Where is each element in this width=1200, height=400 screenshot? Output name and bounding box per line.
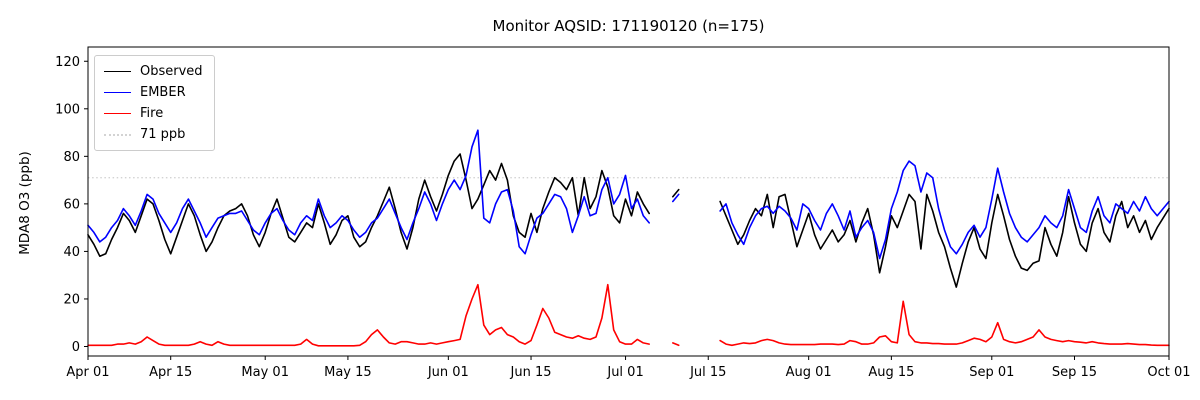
legend-item-observed: Observed — [104, 64, 203, 79]
x-tick-label: Sep 01 — [969, 365, 1014, 380]
observed-line-swatch — [104, 71, 131, 72]
x-tick-label: Sep 15 — [1052, 365, 1097, 380]
ember-line-swatch — [104, 92, 131, 93]
legend-item-ember: EMBER — [104, 85, 203, 100]
y-tick-label: 80 — [63, 150, 80, 165]
x-tick-label: Jul 15 — [689, 365, 726, 380]
x-tick-label: May 01 — [241, 365, 289, 380]
series-ember-line — [87, 129, 1170, 260]
plot-border — [87, 46, 1170, 357]
y-tick-label: 20 — [63, 292, 80, 307]
fire-line-swatch — [104, 113, 131, 114]
x-tick-label: Aug 01 — [786, 365, 832, 380]
x-tick-label: Apr 01 — [66, 365, 109, 380]
series-fire-line — [87, 283, 1170, 347]
y-tick-label: 100 — [55, 102, 80, 117]
legend-label: 71 ppb — [140, 127, 186, 142]
chart-title: Monitor AQSID: 171190120 (n=175) — [492, 17, 765, 35]
x-tick-label: Jun 15 — [510, 365, 552, 380]
legend-label: Observed — [140, 64, 203, 79]
x-tick-label: Aug 15 — [868, 365, 914, 380]
y-tick-label: 60 — [63, 197, 80, 212]
legend-item-fire: Fire — [104, 106, 203, 121]
y-tick-label: 40 — [63, 245, 80, 260]
x-tick-label: Jul 01 — [606, 365, 643, 380]
legend-item-threshold: 71 ppb — [104, 127, 203, 142]
legend-label: EMBER — [140, 85, 186, 100]
x-tick-label: May 15 — [324, 365, 372, 380]
y-tick-label: 120 — [55, 55, 80, 70]
x-tick-label: Apr 15 — [149, 365, 192, 380]
legend: Observed EMBER Fire 71 ppb — [94, 55, 215, 151]
x-tick-label: Jun 01 — [427, 365, 469, 380]
y-axis-label: MDA8 O3 (ppb) — [17, 151, 33, 255]
legend-label: Fire — [140, 106, 164, 121]
threshold-line-swatch — [104, 133, 131, 136]
series-observed-line — [87, 153, 1170, 288]
y-tick-label: 0 — [72, 340, 80, 355]
x-tick-label: Oct 01 — [1147, 365, 1190, 380]
